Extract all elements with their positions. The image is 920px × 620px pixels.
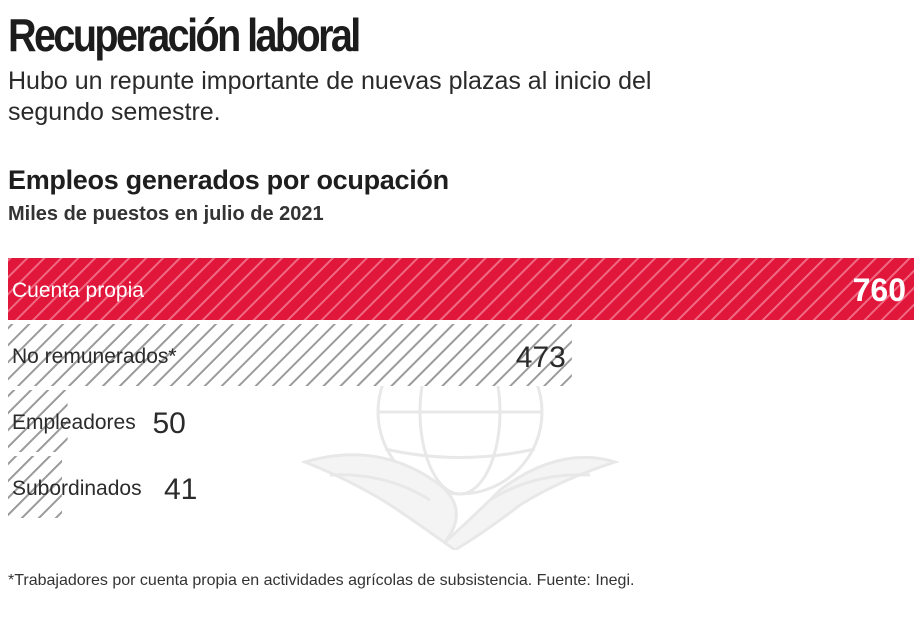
chart-title: Empleos generados por ocupación — [8, 165, 449, 195]
bar-2 — [8, 390, 68, 452]
bar-value-label: 41 — [164, 473, 197, 506]
bar-value-label: 473 — [516, 341, 566, 374]
bar-1 — [8, 324, 572, 386]
bar-3 — [8, 456, 62, 518]
bar-category-label: Subordinados — [12, 477, 142, 500]
bar-category-label: Empleadores — [12, 411, 136, 434]
bar-0 — [8, 258, 914, 320]
bar-category-label: No remunerados* — [12, 345, 177, 368]
bar-category-label: Cuenta propia — [12, 279, 144, 302]
bar-value-label: 760 — [853, 272, 906, 308]
dek-text: Hubo un repunte importante de nuevas pla… — [8, 67, 652, 126]
chart-subtitle: Miles de puestos en julio de 2021 — [8, 203, 324, 225]
bar-chart: Cuenta propia 760 No remunerados* 473 Emplea… — [8, 258, 914, 550]
footnote: *Trabajadores por cuenta propia en activ… — [8, 572, 635, 589]
headline: Recuperación laboral — [8, 9, 361, 61]
bar-value-label: 50 — [153, 407, 186, 440]
